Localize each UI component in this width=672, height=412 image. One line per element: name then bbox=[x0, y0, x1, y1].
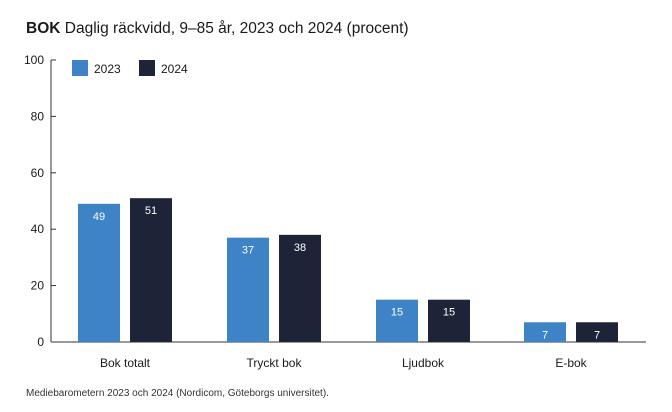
data-label-2024: 51 bbox=[145, 205, 157, 217]
y-tick-label: 0 bbox=[37, 335, 44, 349]
y-tick-label: 80 bbox=[31, 109, 45, 123]
bar-2024 bbox=[576, 322, 618, 342]
bar-2024 bbox=[130, 198, 172, 342]
source-note: Mediebarometern 2023 och 2024 (Nordicom,… bbox=[26, 388, 329, 399]
data-label-2024: 38 bbox=[294, 242, 306, 254]
legend-swatch-2024 bbox=[139, 60, 155, 76]
legend-label-2023: 2023 bbox=[94, 62, 121, 76]
chart-title-bold: BOK bbox=[26, 20, 61, 37]
chart-title: BOK Daglig räckvidd, 9–85 år, 2023 och 2… bbox=[26, 20, 409, 38]
chart-title-text: Daglig räckvidd, 9–85 år, 2023 och 2024 … bbox=[64, 20, 409, 37]
x-category-label: Bok totalt bbox=[100, 356, 151, 370]
bar-2024 bbox=[279, 234, 321, 342]
data-label-2023: 37 bbox=[242, 245, 254, 257]
legend-label-2024: 2024 bbox=[161, 62, 188, 76]
y-tick-label: 100 bbox=[24, 53, 44, 67]
bar-2023 bbox=[376, 299, 418, 342]
y-tick-label: 60 bbox=[31, 166, 45, 180]
bar-2023 bbox=[524, 322, 566, 342]
bar-2023 bbox=[227, 237, 269, 342]
y-tick-label: 40 bbox=[31, 222, 45, 236]
data-label-2024: 7 bbox=[594, 329, 600, 341]
data-label-2023: 49 bbox=[93, 211, 105, 223]
data-label-2023: 15 bbox=[391, 307, 403, 319]
y-tick-label: 20 bbox=[31, 279, 45, 293]
bar-2024 bbox=[428, 299, 470, 342]
bar-2023 bbox=[78, 203, 120, 342]
x-category-label: Tryckt bok bbox=[247, 356, 303, 370]
data-label-2024: 15 bbox=[443, 307, 455, 319]
legend-swatch-2023 bbox=[72, 60, 88, 76]
x-category-label: Ljudbok bbox=[402, 356, 445, 370]
data-label-2023: 7 bbox=[542, 329, 548, 341]
x-category-label: E-bok bbox=[555, 356, 587, 370]
